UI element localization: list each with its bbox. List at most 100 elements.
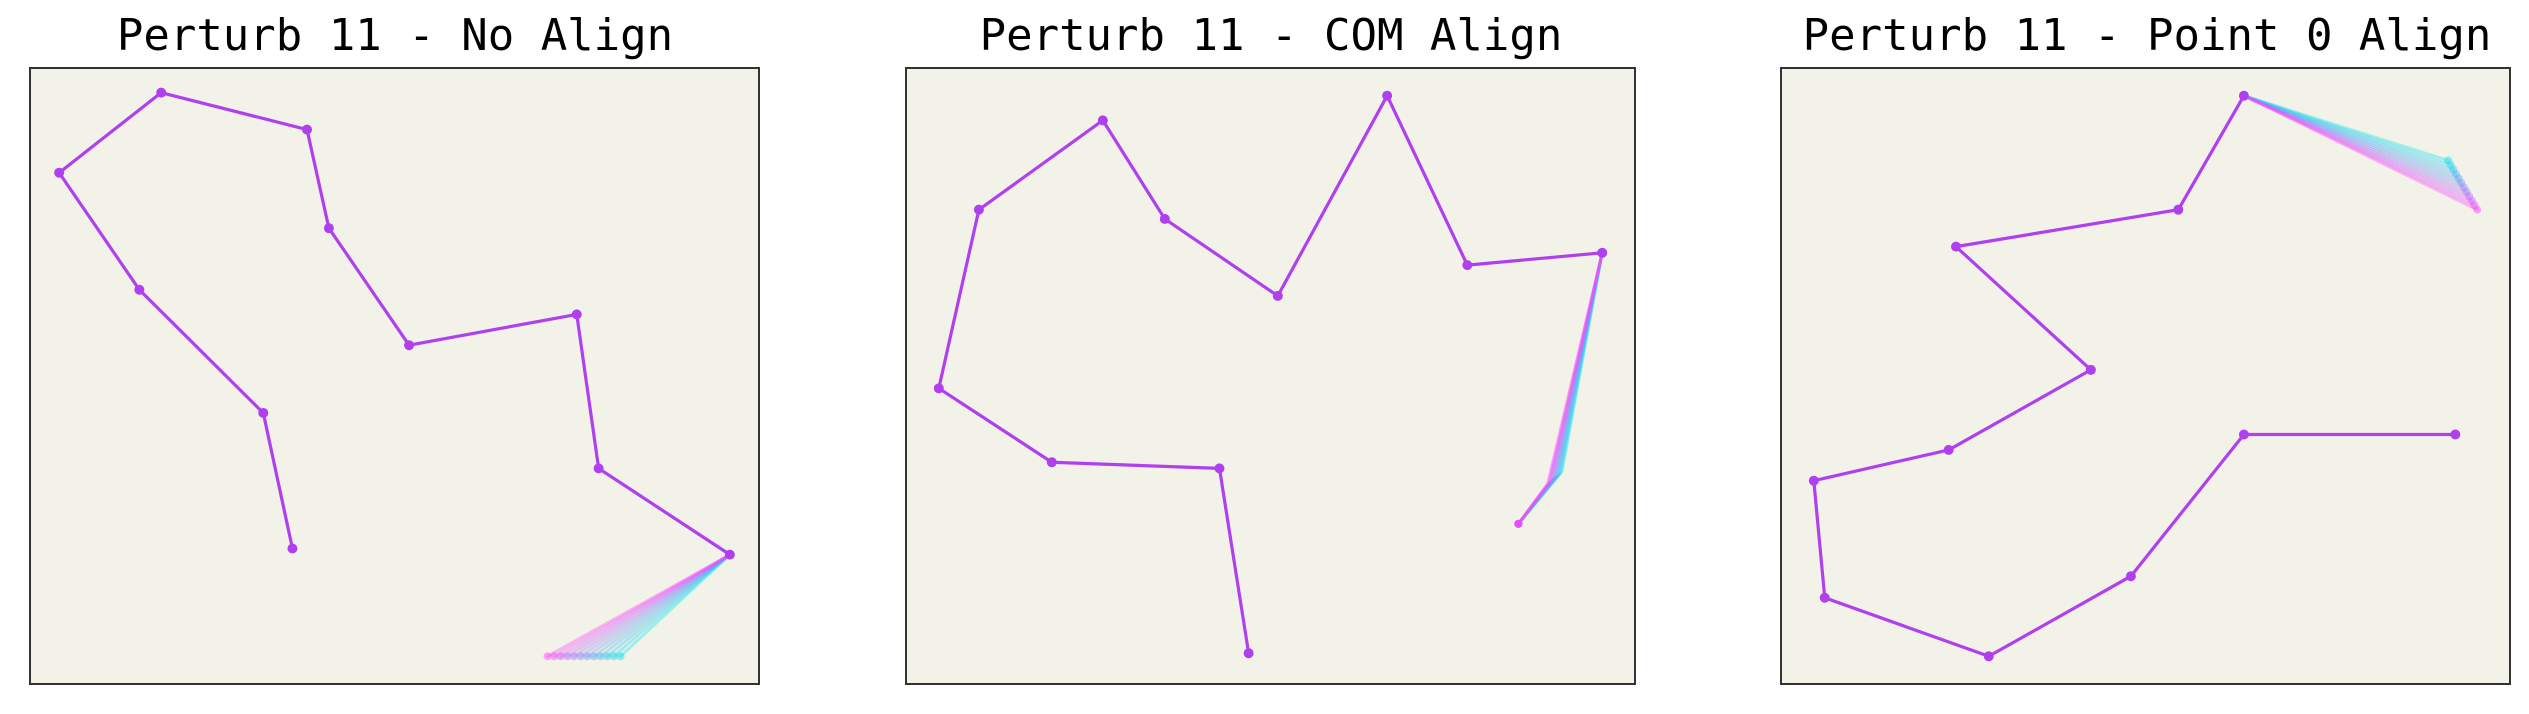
ghost-trail [612, 553, 732, 658]
chain-point [258, 407, 269, 418]
chain-point [1943, 444, 1954, 455]
chain-point [1243, 648, 1254, 659]
ghost-point [2454, 174, 2463, 183]
chain-point [1819, 592, 1830, 603]
ghost-point [1514, 519, 1523, 528]
ghost-trail [2242, 94, 2466, 189]
ghost-trail [1516, 251, 1604, 526]
chain [933, 90, 1608, 659]
plot-area [1780, 67, 2511, 685]
chain-point [1382, 90, 1393, 101]
panel-com-align: Perturb 11 - COM Align [905, 10, 1636, 685]
ghost-point [2473, 205, 2482, 214]
ghost-trails [543, 553, 732, 661]
chain-point [593, 463, 604, 474]
chain-point [933, 383, 944, 394]
ghost-trail [2242, 94, 2469, 194]
ghost-point [1514, 519, 1523, 528]
chain-point [1097, 115, 1108, 126]
ghost-point [616, 652, 625, 661]
chain-point [302, 124, 313, 135]
ghost-point [1514, 519, 1523, 528]
chain-point [1159, 213, 1170, 224]
ghost-trail [559, 553, 732, 658]
ghost-point [1514, 519, 1523, 528]
ghost-point [550, 652, 559, 661]
ghost-point [1514, 519, 1523, 528]
panel-title: Perturb 11 - COM Align [980, 10, 1563, 61]
ghost-point [2467, 196, 2476, 205]
ghost-point [603, 652, 612, 661]
chain-point [323, 223, 334, 234]
ghost-point [589, 652, 598, 661]
chain-point [2450, 429, 2461, 440]
ghost-trail [1516, 251, 1604, 526]
chain-point [54, 167, 65, 178]
ghost-trail [2242, 94, 2455, 171]
chain-point [2125, 571, 2136, 582]
ghost-trail [2242, 94, 2453, 167]
ghost-trail [618, 553, 732, 658]
ghost-trail [585, 553, 732, 658]
ghost-point [1514, 519, 1523, 528]
chain-point [1214, 463, 1225, 474]
chain-point [287, 543, 298, 554]
ghost-trail [2242, 94, 2458, 176]
ghost-trail [1516, 251, 1604, 526]
chain-point [1597, 247, 1608, 258]
ghost-trails [1514, 251, 1604, 528]
ghost-trail [1516, 251, 1604, 526]
panel-no-align: Perturb 11 - No Align [29, 10, 760, 685]
chain-point [1272, 290, 1283, 301]
ghost-trail [579, 553, 732, 658]
ghost-trail [2242, 94, 2471, 198]
ghost-point [563, 652, 572, 661]
ghost-point [2446, 160, 2455, 169]
ghost-trail [1516, 251, 1604, 526]
ghost-point [543, 652, 552, 661]
chain-point [973, 204, 984, 215]
ghost-point [609, 652, 618, 661]
ghost-point [1514, 519, 1523, 528]
panel-title: Perturb 11 - Point 0 Align [1803, 10, 2492, 61]
ghost-trail [2242, 94, 2477, 207]
chain-point [2238, 429, 2249, 440]
chain-point [571, 309, 582, 320]
chain-point [2173, 204, 2184, 215]
ghost-point [1514, 519, 1523, 528]
ghost-trail [599, 553, 732, 658]
chain-point [1950, 241, 1961, 252]
ghost-point [2470, 201, 2479, 210]
ghost-trail [2242, 94, 2474, 203]
ghost-point [2457, 178, 2466, 187]
ghost-trail [592, 553, 732, 658]
ghost-point [2465, 192, 2474, 201]
ghost-trail [546, 553, 732, 658]
ghost-point [2451, 169, 2460, 178]
ghost-point [556, 652, 565, 661]
chain-point [156, 87, 167, 98]
chain-point [724, 549, 735, 560]
ghost-trail [1516, 251, 1604, 526]
panel-title: Perturb 11 - No Align [117, 10, 673, 61]
chain-point [1046, 457, 1057, 468]
plot-area [29, 67, 760, 685]
panel-point0-align: Perturb 11 - Point 0 Align [1780, 10, 2511, 685]
chain [1808, 90, 2461, 662]
ghost-trail [2242, 94, 2479, 212]
plot-area [905, 67, 1636, 685]
ghost-point [583, 652, 592, 661]
ghost-trail [605, 553, 732, 658]
ghost-point [596, 652, 605, 661]
chain-point [1983, 651, 1994, 662]
ghost-trails [2242, 94, 2482, 214]
chain-point [2238, 90, 2249, 101]
ghost-trail [1516, 251, 1604, 526]
ghost-trail [1516, 251, 1604, 526]
ghost-point [2462, 187, 2471, 196]
chain-point [1808, 475, 1819, 486]
ghost-trail [1516, 251, 1604, 526]
ghost-trail [2242, 94, 2463, 185]
ghost-trail [2242, 94, 2461, 180]
